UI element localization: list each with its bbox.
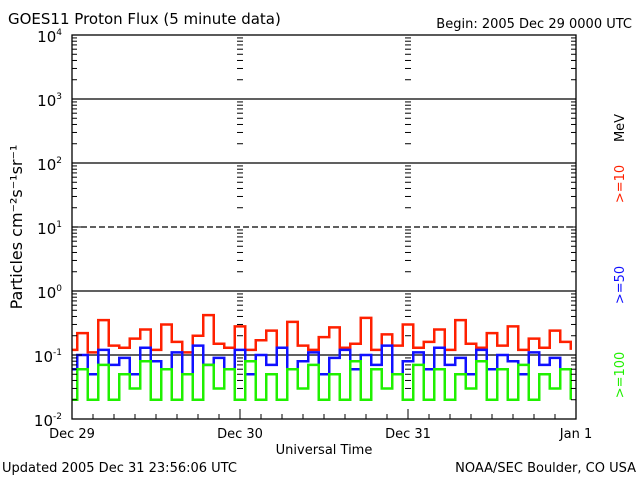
- begin-label: Begin: 2005 Dec 29 0000 UTC: [436, 17, 632, 32]
- updated-timestamp: Updated 2005 Dec 31 23:56:06 UTC: [2, 461, 237, 476]
- grid: [72, 37, 576, 401]
- legend-ge50: >=50: [613, 266, 628, 304]
- unit-label: MeV: [613, 114, 628, 142]
- chart-title: GOES11 Proton Flux (5 minute data): [8, 10, 281, 28]
- x-tick-label: Dec 31: [385, 427, 431, 442]
- y-tick-label: 100: [37, 284, 62, 302]
- y-tick-label: 101: [37, 220, 62, 238]
- x-axis-label: Universal Time: [276, 443, 373, 458]
- y-tick-label: 102: [37, 156, 62, 174]
- y-tick-label: 10-2: [34, 412, 62, 430]
- x-tick-label: Dec 30: [217, 427, 263, 442]
- y-axis-label: Particles cm⁻²s⁻¹sr⁻¹: [7, 145, 26, 310]
- series-group: [72, 313, 572, 401]
- legend-ge10: >=10: [613, 165, 628, 203]
- source-label: NOAA/SEC Boulder, CO USA: [455, 461, 636, 476]
- legend-ge100: >=100: [613, 352, 628, 399]
- series-line-ge10: [72, 313, 572, 354]
- y-tick-label: 104: [37, 28, 62, 46]
- y-tick-label: 10-1: [34, 348, 62, 366]
- x-tick-label: Dec 29: [49, 427, 95, 442]
- x-tick-label: Jan 1: [559, 427, 592, 442]
- y-tick-label: 103: [37, 92, 62, 110]
- series-line-ge100: [72, 359, 572, 401]
